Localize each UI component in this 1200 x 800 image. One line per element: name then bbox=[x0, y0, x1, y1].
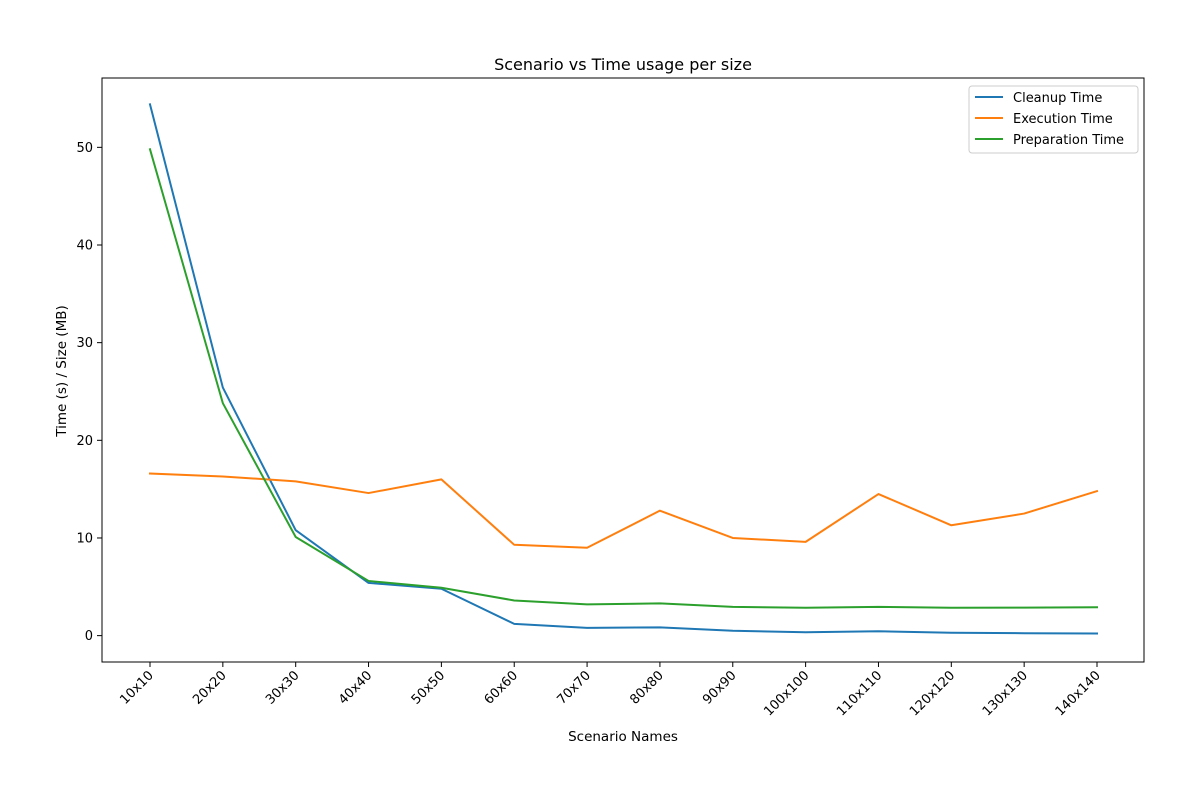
y-tick-label: 10 bbox=[76, 531, 93, 546]
y-tick-label: 30 bbox=[76, 336, 93, 351]
y-tick-label: 0 bbox=[85, 629, 93, 644]
x-axis-label: Scenario Names bbox=[568, 729, 678, 745]
legend-label: Preparation Time bbox=[1013, 133, 1124, 148]
x-tick-label: 60x60 bbox=[482, 668, 521, 707]
plot-frame bbox=[101, 77, 1145, 663]
y-tick-label: 20 bbox=[76, 434, 93, 449]
x-tick-label: 50x50 bbox=[409, 668, 448, 707]
x-tick-label: 20x20 bbox=[190, 668, 229, 707]
x-tick-label: 140x140 bbox=[1053, 668, 1104, 719]
x-tick-label: 130x130 bbox=[980, 668, 1031, 719]
x-tick-label: 90x90 bbox=[700, 668, 739, 707]
x-tick-label: 10x10 bbox=[117, 668, 156, 707]
series-line-cleanup-time bbox=[148, 103, 1099, 635]
x-tick-label: 30x30 bbox=[263, 668, 302, 707]
legend-label: Execution Time bbox=[1013, 112, 1113, 127]
x-tick-label: 100x100 bbox=[761, 668, 812, 719]
chart-title: Scenario vs Time usage per size bbox=[494, 55, 752, 74]
legend: Cleanup Time Execution Time Preparation Ti… bbox=[968, 85, 1139, 154]
x-tick-label: 80x80 bbox=[627, 668, 666, 707]
y-axis-label: Time (s) / Size (MB) bbox=[54, 305, 70, 437]
series-line-execution-time bbox=[148, 472, 1099, 549]
x-tick-label: 110x110 bbox=[834, 668, 885, 719]
plot-area: 10x10 20x20 30x30 40x40 50x50 60x60 70x70 80x80… bbox=[76, 77, 1145, 719]
legend-label: Cleanup Time bbox=[1013, 91, 1102, 106]
x-tick-label: 120x120 bbox=[907, 668, 958, 719]
x-tick-label: 70x70 bbox=[554, 668, 593, 707]
y-tick-label: 50 bbox=[76, 141, 93, 156]
x-tick-label: 40x40 bbox=[336, 668, 375, 707]
legend-box bbox=[968, 85, 1139, 154]
y-tick-label: 40 bbox=[76, 238, 93, 253]
series-line-preparation-time bbox=[148, 148, 1099, 609]
